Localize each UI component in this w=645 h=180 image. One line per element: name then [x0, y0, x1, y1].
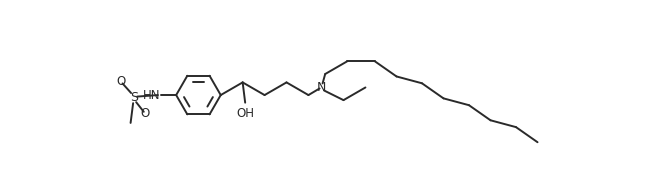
Text: N: N: [317, 81, 326, 94]
Text: O: O: [116, 75, 126, 88]
Text: OH: OH: [236, 107, 254, 120]
Text: S: S: [130, 91, 137, 104]
Text: HN: HN: [143, 89, 160, 102]
Text: O: O: [140, 107, 150, 120]
